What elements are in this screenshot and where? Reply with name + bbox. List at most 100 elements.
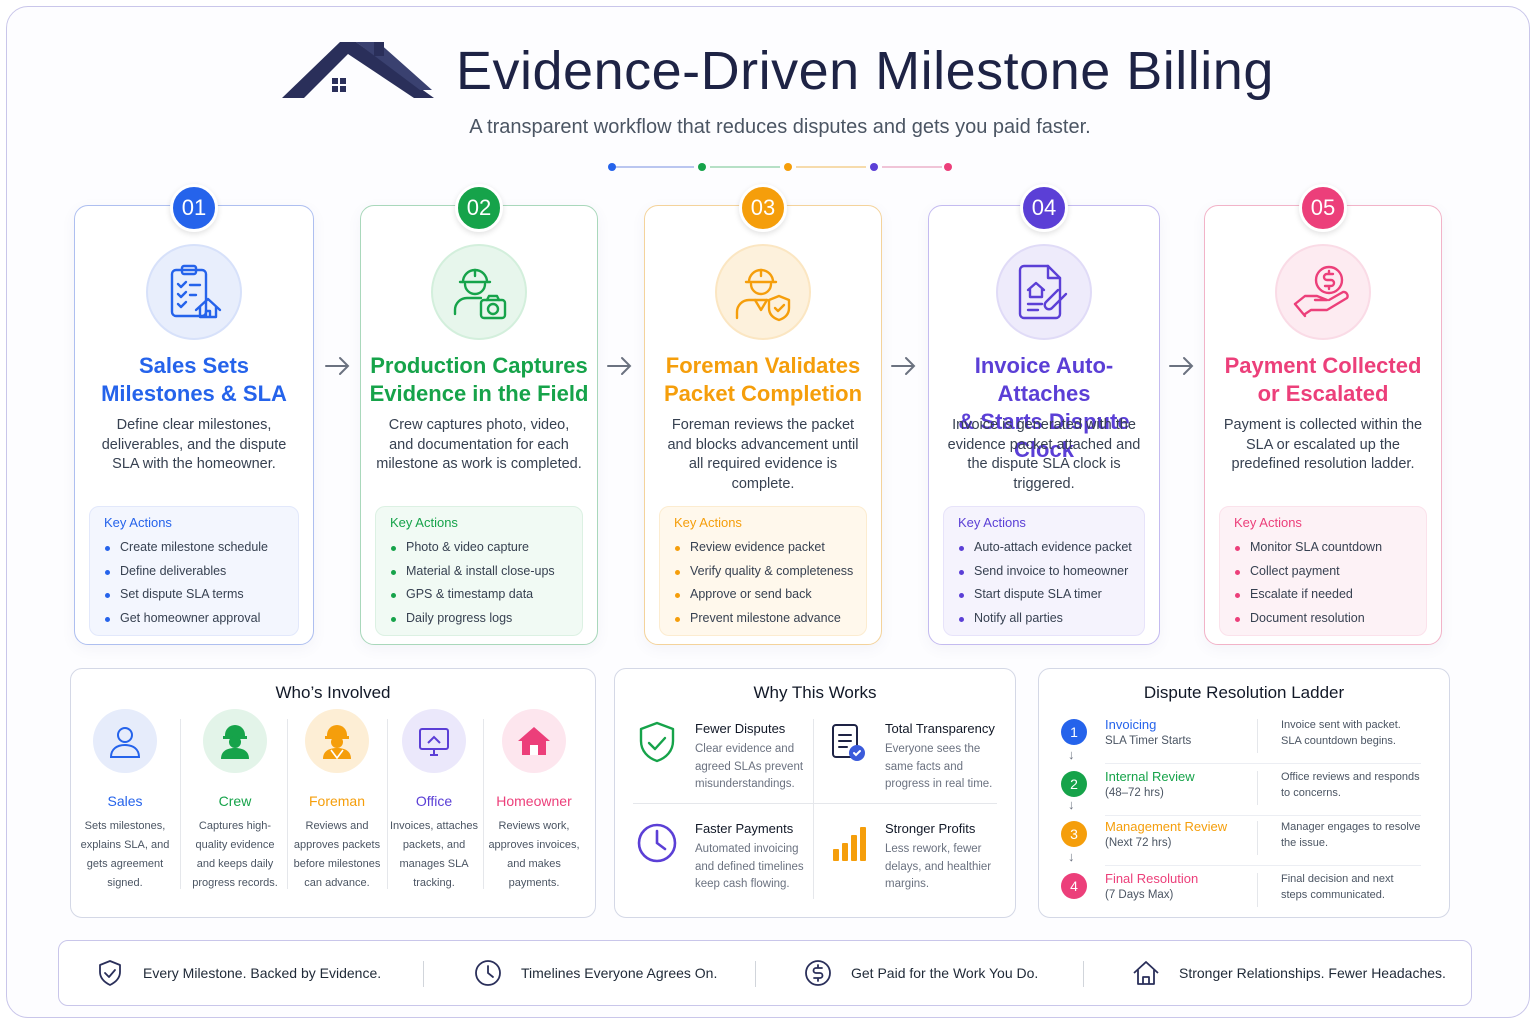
- why-title: Stronger Profits: [885, 821, 976, 836]
- key-actions-5: Key Actions Monitor SLA countdown Collec…: [1219, 506, 1427, 636]
- step-badge-4: 04: [1020, 184, 1068, 232]
- step-card-4: 04 Invoice Auto-Attaches & Starts Disput…: [928, 184, 1160, 645]
- dispute-ladder-title: Dispute Resolution Ladder: [1143, 683, 1345, 702]
- key-action-item: Set dispute SLA terms: [104, 583, 284, 607]
- step-title-5: Payment Collected or Escalated: [1205, 352, 1441, 408]
- role-description: Captures high-quality evidence and keeps…: [192, 820, 278, 889]
- ladder-detail: Office reviews and responds to concerns.: [1281, 771, 1420, 799]
- key-actions-4: Key Actions Auto-attach evidence packet …: [943, 506, 1145, 636]
- footer-text: Every Milestone. Backed by Evidence.: [143, 965, 382, 981]
- step-title-2: Production Captures Evidence in the Fiel…: [361, 352, 597, 408]
- ladder-sub: (Next 72 hrs): [1105, 837, 1172, 849]
- shield-check-icon: [639, 721, 675, 763]
- footer-bar: Every Milestone. Backed by Evidence. Tim…: [58, 940, 1472, 1006]
- step-title-4: Invoice Auto-Attaches & Starts Dispute C…: [929, 352, 1159, 464]
- ladder-sub: (48–72 hrs): [1105, 787, 1164, 799]
- divider: [1105, 865, 1421, 866]
- footer-text: Timelines Everyone Agrees On.: [521, 965, 718, 981]
- clock-icon: [475, 960, 501, 986]
- ladder-sub: (7 Days Max): [1105, 889, 1174, 901]
- divider: [633, 803, 997, 804]
- shield-check-icon: [99, 960, 121, 986]
- bar-chart-icon: [833, 827, 866, 861]
- step-badge-3: 03: [739, 184, 787, 232]
- step-description-5: Payment is collected within the SLA or e…: [1223, 417, 1423, 472]
- step-badge-5: 05: [1299, 184, 1347, 232]
- key-action-item: Start dispute SLA timer: [958, 583, 1130, 607]
- step-description-1: Define clear milestones, deliverables, a…: [101, 417, 287, 472]
- role-homeowner: Homeowner Reviews work, approves invoice…: [482, 709, 586, 893]
- step-title-line: Milestones & SLA: [101, 381, 287, 406]
- key-action-item: Create milestone schedule: [104, 536, 284, 560]
- ladder-detail: Invoice sent with packet. SLA countdown …: [1281, 719, 1401, 747]
- ladder-number: 4: [1061, 873, 1087, 899]
- arrow-right-icon: [891, 357, 916, 375]
- why-this-works-panel: Why This Works Fewer Disputes Clear evid…: [614, 668, 1016, 918]
- ladder-number: 3: [1061, 821, 1087, 847]
- key-action-item: Daily progress logs: [390, 607, 568, 631]
- hardhat-worker-icon: [203, 709, 267, 773]
- ladder-step-4: 4 Final Resolution (7 Days Max) Final de…: [1061, 869, 1421, 913]
- ladder-sub: SLA Timer Starts: [1105, 735, 1192, 747]
- ladder-step-1: 1 Invoicing SLA Timer Starts Invoice sen…: [1061, 715, 1421, 764]
- divider: [1105, 815, 1421, 816]
- key-action-item: Collect payment: [1234, 560, 1412, 584]
- footer-text: Get Paid for the Work You Do.: [851, 965, 1039, 981]
- step-description-3: Foreman reviews the packet and blocks ad…: [667, 417, 859, 492]
- key-actions-2: Key Actions Photo & video capture Materi…: [375, 506, 583, 636]
- monitor-icon: [402, 709, 466, 773]
- person-icon: [93, 709, 157, 773]
- clock-icon: [637, 823, 677, 863]
- step-title-line: Packet Completion: [663, 381, 863, 406]
- role-description: Reviews and approves packets before mile…: [293, 820, 381, 889]
- key-actions-label: Key Actions: [958, 515, 1026, 530]
- divider: [180, 719, 181, 889]
- step-title-line: Sales Sets: [138, 353, 250, 378]
- key-action-item: Define deliverables: [104, 560, 284, 584]
- key-action-item: Document resolution: [1234, 607, 1412, 631]
- step-card-3: 03 Foreman Validates Packet Completion F…: [644, 184, 882, 645]
- key-actions-label: Key Actions: [390, 515, 458, 530]
- key-action-item: Photo & video capture: [390, 536, 568, 560]
- key-actions-label: Key Actions: [674, 515, 742, 530]
- footer-item-timelines: Timelines Everyone Agrees On.: [473, 957, 717, 989]
- divider: [755, 961, 756, 987]
- step-title-line: Foreman Validates: [665, 353, 861, 378]
- step-card-1: 01 Sales Sets Milestones & SLA Define cl…: [74, 184, 314, 645]
- ladder-title: Final Resolution: [1105, 871, 1199, 886]
- arrow-right-icon: [607, 357, 632, 375]
- divider: [813, 719, 814, 899]
- ladder-number: 2: [1061, 771, 1087, 797]
- key-actions-3: Key Actions Review evidence packet Verif…: [659, 506, 867, 636]
- key-action-item: Escalate if needed: [1234, 583, 1412, 607]
- divider: [1257, 873, 1258, 907]
- divider: [1257, 771, 1258, 805]
- key-actions-label: Key Actions: [104, 515, 172, 530]
- ladder-title: Invoicing: [1105, 717, 1157, 732]
- why-this-works-title: Why This Works: [753, 683, 877, 702]
- ladder-title: Internal Review: [1105, 769, 1195, 784]
- foreman-shield-icon: [715, 244, 811, 340]
- page-title: Evidence-Driven Milestone Billing: [456, 41, 1274, 101]
- role-sales: Sales Sets milestones, explains SLA, and…: [73, 709, 177, 893]
- whos-involved-panel: Who’s Involved Sales Sets milestones, ex…: [70, 668, 596, 918]
- step-title-1: Sales Sets Milestones & SLA: [75, 352, 313, 408]
- key-action-item: Send invoice to homeowner: [958, 560, 1130, 584]
- why-description: Automated invoicing and defined timeline…: [695, 843, 804, 890]
- divider: [483, 719, 484, 889]
- divider: [1257, 719, 1258, 753]
- key-action-item: Monitor SLA countdown: [1234, 536, 1412, 560]
- document-check-icon: [832, 724, 865, 761]
- step-badge-2: 02: [455, 184, 503, 232]
- role-foreman: Foreman Reviews and approves packets bef…: [285, 709, 389, 893]
- step-title-line: & Starts Dispute Clock: [958, 409, 1130, 462]
- clipboard-house-icon: [146, 244, 242, 340]
- role-name: Foreman: [308, 793, 366, 809]
- role-description: Invoices, attaches packets, and manages …: [389, 820, 479, 889]
- ladder-detail: Final decision and next steps communicat…: [1281, 873, 1394, 901]
- divider: [1083, 961, 1084, 987]
- ladder-number: 1: [1061, 719, 1087, 745]
- worker-camera-icon: [431, 244, 527, 340]
- key-actions-label: Key Actions: [1234, 515, 1302, 530]
- key-action-item: Get homeowner approval: [104, 607, 284, 631]
